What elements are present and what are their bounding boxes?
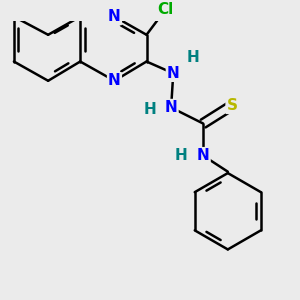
Text: H: H	[143, 102, 156, 117]
Text: N: N	[108, 9, 121, 24]
Text: N: N	[165, 100, 178, 115]
Text: N: N	[167, 66, 180, 81]
Text: N: N	[197, 148, 210, 163]
Text: S: S	[226, 98, 238, 113]
Text: H: H	[186, 50, 199, 65]
Text: H: H	[174, 148, 187, 163]
Text: Cl: Cl	[158, 2, 174, 16]
Text: N: N	[108, 73, 121, 88]
